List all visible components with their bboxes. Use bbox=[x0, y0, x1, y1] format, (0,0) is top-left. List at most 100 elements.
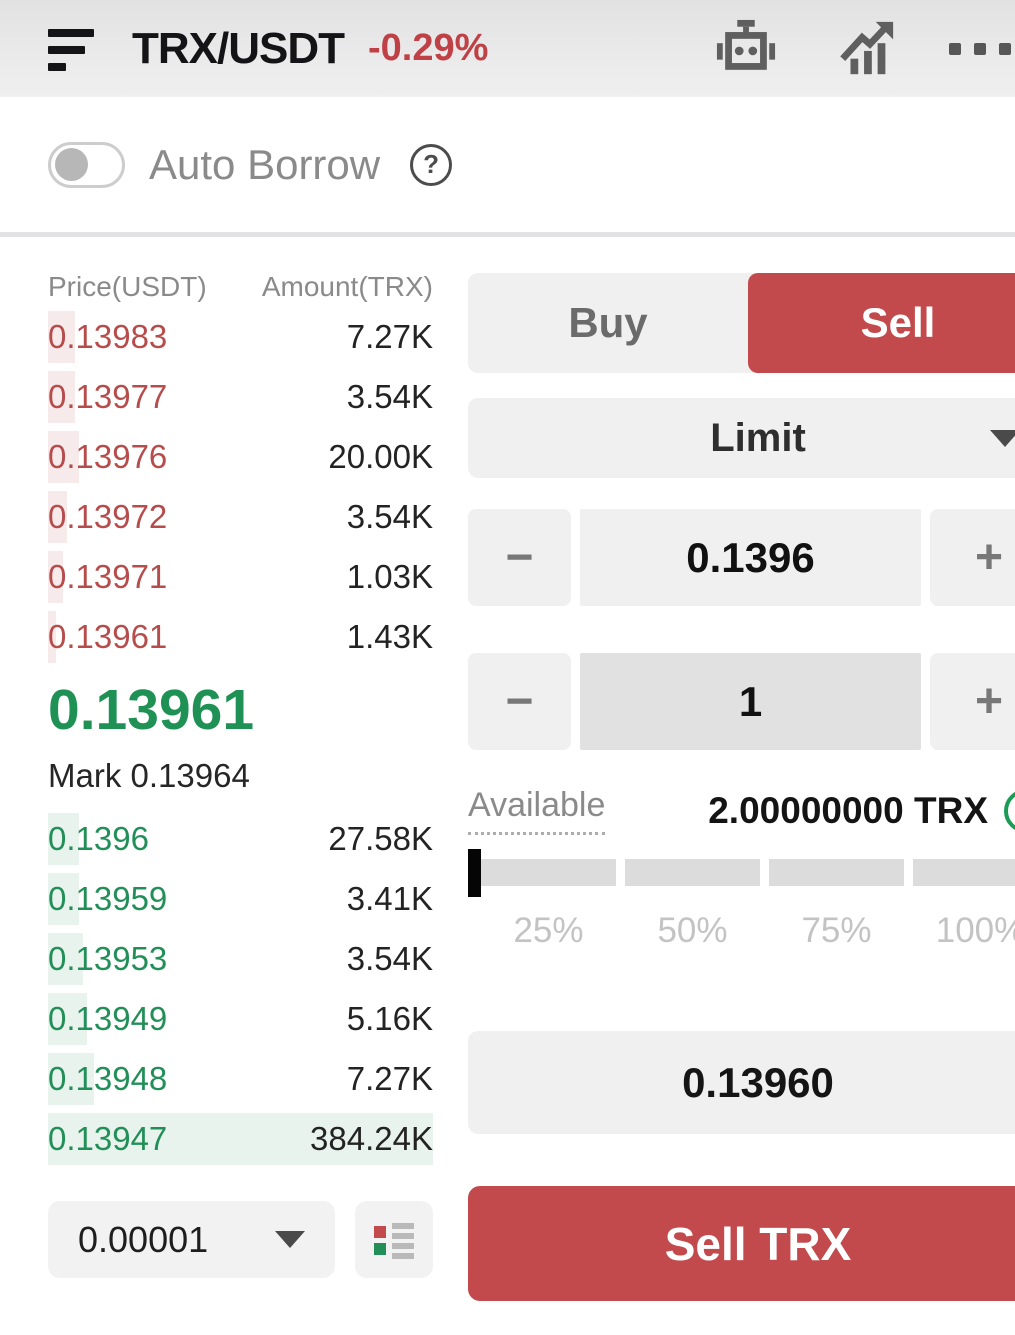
chevron-down-icon bbox=[275, 1231, 305, 1248]
amount-decrease-button[interactable]: − bbox=[468, 653, 571, 750]
order-book-row[interactable]: 0.13976 20.00K bbox=[48, 427, 433, 487]
order-book-layout-button[interactable] bbox=[355, 1201, 433, 1278]
order-book-row[interactable]: 0.13948 7.27K bbox=[48, 1049, 433, 1109]
depth-bar bbox=[48, 611, 56, 663]
depth-bar bbox=[48, 1053, 95, 1105]
last-price[interactable]: 0.13961 bbox=[48, 678, 255, 742]
order-amount: 7.27K bbox=[346, 318, 433, 355]
amount-increase-button[interactable]: + bbox=[930, 653, 1015, 750]
top-bar: TRX/USDT -0.29% bbox=[0, 0, 1015, 97]
order-price: 0.13948 bbox=[48, 1060, 168, 1097]
order-type-select[interactable]: Limit bbox=[468, 398, 1015, 478]
order-book-row[interactable]: 0.13977 3.54K bbox=[48, 367, 433, 427]
order-book-row[interactable]: 0.13953 3.54K bbox=[48, 929, 433, 989]
available-row: Available 2.00000000 TRX + bbox=[468, 786, 1015, 835]
order-amount: 1.43K bbox=[346, 618, 433, 655]
order-amount: 3.54K bbox=[346, 378, 433, 415]
amount-stepper: − 1 + bbox=[468, 653, 1015, 750]
order-type-value: Limit bbox=[710, 415, 806, 460]
more-icon[interactable] bbox=[949, 42, 1015, 55]
asks-list: 0.13983 7.27K 0.13977 3.54K 0.13976 20.0… bbox=[48, 307, 433, 667]
percent-label-100[interactable]: 100% bbox=[935, 911, 1015, 950]
side-tabs: Buy Sell bbox=[468, 273, 1015, 373]
pair-title[interactable]: TRX/USDT bbox=[132, 23, 345, 73]
sell-submit-button[interactable]: Sell TRX bbox=[468, 1186, 1015, 1301]
auto-borrow-card: Auto Borrow ? bbox=[0, 97, 1015, 232]
percent-label-50[interactable]: 50% bbox=[657, 911, 728, 950]
order-price: 0.13949 bbox=[48, 1000, 168, 1037]
order-amount: 5.16K bbox=[346, 1000, 433, 1037]
total-input[interactable]: 0.13960 bbox=[468, 1031, 1015, 1134]
order-book: Price(USDT) Amount(TRX) 0.13983 7.27K 0.… bbox=[48, 237, 433, 1301]
price-stepper: − 0.1396 + bbox=[468, 509, 1015, 606]
help-icon[interactable]: ? bbox=[410, 143, 453, 186]
order-price: 0.13953 bbox=[48, 940, 168, 977]
auto-borrow-label: Auto Borrow bbox=[149, 140, 381, 188]
pair-change-badge: -0.29% bbox=[368, 27, 489, 69]
amount-input[interactable]: 1 bbox=[580, 653, 921, 750]
order-amount: 3.54K bbox=[346, 498, 433, 535]
tab-sell[interactable]: Sell bbox=[748, 273, 1015, 373]
mark-price-row: Mark 0.13964 bbox=[48, 757, 433, 795]
auto-borrow-toggle[interactable] bbox=[48, 141, 125, 188]
order-price: 0.13983 bbox=[48, 318, 168, 355]
order-amount: 1.03K bbox=[346, 558, 433, 595]
chevron-down-icon bbox=[990, 430, 1015, 447]
order-amount: 3.41K bbox=[346, 880, 433, 917]
order-price: 0.13972 bbox=[48, 498, 168, 535]
depth-bar bbox=[48, 311, 75, 363]
order-price: 0.13961 bbox=[48, 618, 168, 655]
order-amount: 27.58K bbox=[328, 820, 433, 857]
percent-label-75[interactable]: 75% bbox=[801, 911, 872, 950]
deposit-plus-icon[interactable]: + bbox=[1004, 788, 1015, 833]
depth-bar bbox=[48, 491, 68, 543]
tick-size-select[interactable]: 0.00001 bbox=[48, 1201, 335, 1278]
order-book-row[interactable]: 0.13972 3.54K bbox=[48, 487, 433, 547]
order-book-row[interactable]: 0.13983 7.27K bbox=[48, 307, 433, 367]
order-amount: 7.27K bbox=[346, 1060, 433, 1097]
depth-bar bbox=[48, 933, 83, 985]
depth-bar bbox=[48, 813, 79, 865]
depth-bar bbox=[48, 993, 87, 1045]
order-book-row[interactable]: 0.13947 384.24K bbox=[48, 1109, 433, 1169]
order-book-row[interactable]: 0.13959 3.41K bbox=[48, 869, 433, 929]
order-price: 0.13971 bbox=[48, 558, 168, 595]
trading-bot-icon[interactable] bbox=[715, 18, 777, 80]
order-price: 0.1396 bbox=[48, 820, 149, 857]
depth-bar bbox=[48, 1113, 433, 1165]
menu-icon[interactable] bbox=[48, 27, 96, 71]
bids-list: 0.1396 27.58K 0.13959 3.41K 0.13953 3.54… bbox=[48, 809, 433, 1169]
price-decrease-button[interactable]: − bbox=[468, 509, 571, 606]
trade-panel: Buy Sell Limit − 0.1396 + − 1 + Availabl… bbox=[468, 237, 1015, 1301]
depth-bar bbox=[48, 551, 64, 603]
percent-label-25[interactable]: 25% bbox=[513, 911, 584, 950]
order-book-row[interactable]: 0.13949 5.16K bbox=[48, 989, 433, 1049]
price-input[interactable]: 0.1396 bbox=[580, 509, 921, 606]
amount-percent-slider[interactable] bbox=[468, 849, 1015, 897]
mark-price: 0.13964 bbox=[130, 757, 250, 794]
slider-handle[interactable] bbox=[468, 849, 481, 897]
order-book-row[interactable]: 0.13971 1.03K bbox=[48, 547, 433, 607]
amount-column-header: Amount(TRX) bbox=[261, 271, 433, 302]
order-amount: 20.00K bbox=[328, 438, 433, 475]
depth-bar bbox=[48, 431, 79, 483]
order-book-row[interactable]: 0.13961 1.43K bbox=[48, 607, 433, 667]
available-label[interactable]: Available bbox=[468, 786, 606, 835]
percent-labels: 25% 50% 75% 100% bbox=[481, 911, 1015, 951]
section-divider bbox=[0, 232, 1015, 237]
tick-size-value: 0.00001 bbox=[78, 1218, 209, 1260]
order-amount: 3.54K bbox=[346, 940, 433, 977]
chart-icon[interactable] bbox=[835, 18, 897, 80]
order-book-row[interactable]: 0.1396 27.58K bbox=[48, 809, 433, 869]
order-amount: 384.24K bbox=[310, 1120, 433, 1157]
mark-label: Mark bbox=[48, 757, 122, 794]
available-value: 2.00000000 TRX bbox=[708, 789, 988, 831]
order-price: 0.13947 bbox=[48, 1120, 168, 1157]
depth-bar bbox=[48, 873, 79, 925]
price-column-header: Price(USDT) bbox=[48, 271, 207, 302]
price-increase-button[interactable]: + bbox=[930, 509, 1015, 606]
order-price: 0.13976 bbox=[48, 438, 168, 475]
order-book-layout-icon bbox=[374, 1222, 414, 1259]
tab-buy[interactable]: Buy bbox=[568, 299, 648, 346]
depth-bar bbox=[48, 371, 75, 423]
